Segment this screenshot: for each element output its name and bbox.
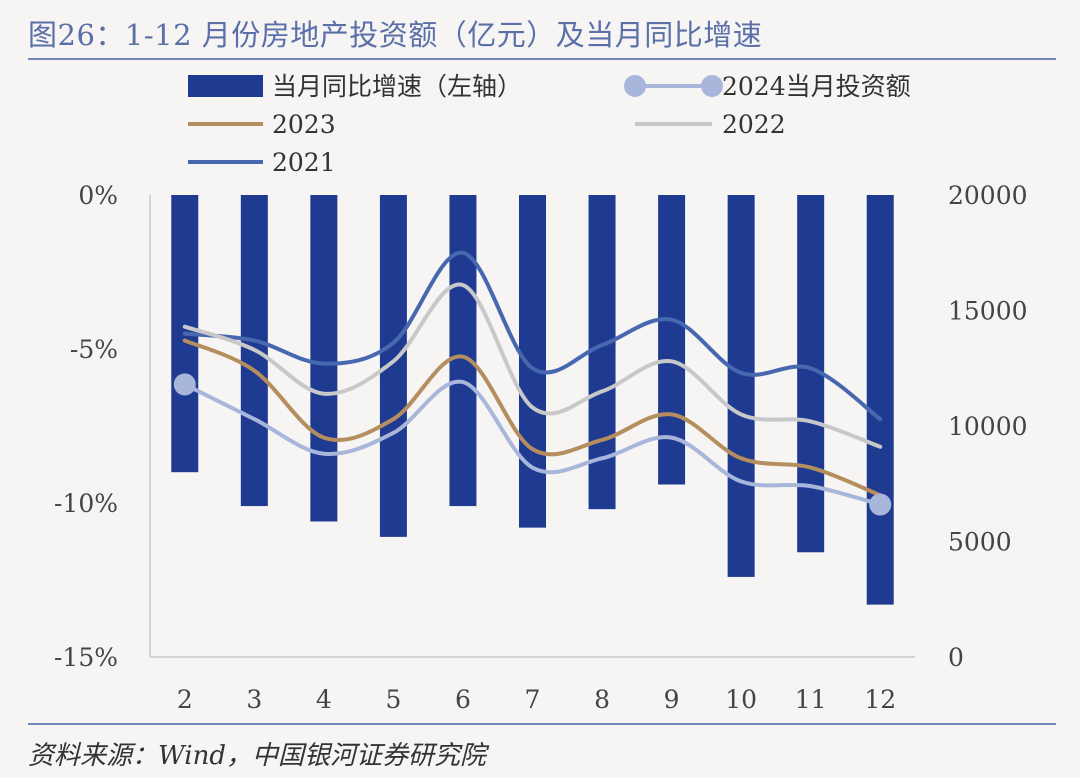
right-tick-label: 20000 bbox=[948, 181, 1028, 210]
legend-label-2024: 2024当月投资额 bbox=[722, 72, 911, 101]
marker-s2024-12 bbox=[869, 493, 892, 516]
x-tick-label: 2 bbox=[177, 685, 193, 714]
x-tick-label: 11 bbox=[795, 685, 827, 714]
title-divider bbox=[28, 58, 1056, 60]
legend-swatch-bar bbox=[188, 75, 263, 97]
legend-swatch-2024-dot-left bbox=[624, 75, 646, 97]
x-tick-label: 4 bbox=[316, 685, 332, 714]
legend-label-2022: 2022 bbox=[722, 110, 786, 139]
bar-yoy-4 bbox=[310, 195, 338, 522]
left-tick-label: -5% bbox=[70, 335, 118, 364]
marker-s2024-2 bbox=[173, 373, 196, 396]
line-s2023 bbox=[182, 338, 883, 498]
line-s2021 bbox=[182, 250, 883, 422]
figure-title: 图26：1-12 月份房地产投资额（亿元）及当月同比增速 bbox=[28, 18, 763, 52]
right-tick-label: 0 bbox=[948, 643, 964, 672]
bar-yoy-6 bbox=[449, 195, 477, 507]
legend-label-bar: 当月同比增速（左轴） bbox=[272, 72, 522, 101]
x-tick-label: 3 bbox=[246, 685, 262, 714]
legend-label-2023: 2023 bbox=[272, 110, 336, 139]
right-tick-label: 15000 bbox=[948, 297, 1028, 326]
bar-yoy-5 bbox=[379, 195, 407, 537]
x-tick-label: 8 bbox=[594, 685, 610, 714]
x-tick-label: 10 bbox=[725, 685, 757, 714]
x-tick-label: 5 bbox=[385, 685, 401, 714]
source-note: 资料来源：Wind，中国银河证券研究院 bbox=[28, 741, 486, 771]
bar-yoy-10 bbox=[727, 195, 755, 577]
left-tick-label: -15% bbox=[54, 643, 118, 672]
chart: 0% -5% -10% -15% 20000 15000 10000 5000 0 2 3 4 5 6 7 8… bbox=[54, 72, 1028, 714]
right-tick-label: 5000 bbox=[948, 528, 1012, 557]
source-divider bbox=[28, 723, 1056, 725]
line-s2022 bbox=[182, 282, 883, 449]
x-tick-label: 12 bbox=[864, 685, 896, 714]
bar-yoy-12 bbox=[866, 195, 894, 605]
right-tick-label: 10000 bbox=[948, 412, 1028, 441]
x-tick-label: 9 bbox=[664, 685, 680, 714]
x-tick-label: 7 bbox=[525, 685, 541, 714]
left-tick-label: 0% bbox=[78, 181, 118, 210]
legend-swatch-2024-dot-right bbox=[701, 75, 723, 97]
left-tick-label: -10% bbox=[54, 489, 118, 518]
x-tick-label: 6 bbox=[455, 685, 471, 714]
legend-label-2021: 2021 bbox=[272, 148, 336, 177]
line-s2024 bbox=[182, 379, 883, 507]
